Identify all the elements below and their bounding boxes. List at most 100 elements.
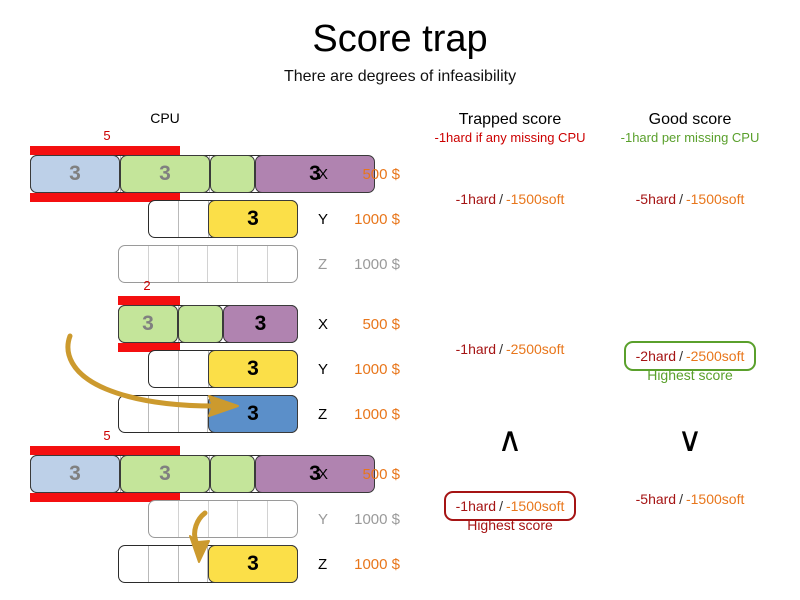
good-hard-score: -5hard xyxy=(635,191,677,207)
process-block: 3 xyxy=(255,155,375,193)
machine-cost: 1000 $ xyxy=(354,406,400,423)
page-subtitle: There are degrees of infeasibility xyxy=(283,68,517,85)
good-score-title: Good score xyxy=(648,111,732,128)
process-block: 3 xyxy=(30,155,120,193)
machine-cost: 1000 $ xyxy=(354,256,400,273)
process-block: 3 xyxy=(208,350,298,388)
score-separator: / xyxy=(499,191,503,207)
grid-cell xyxy=(238,501,269,537)
capacity-label: 5 xyxy=(103,428,111,443)
trapped-soft-score: -2500soft xyxy=(505,341,565,357)
trapped-score-cell: -1hard / -1500soft xyxy=(400,491,620,521)
trapped-soft-score: -1500soft xyxy=(505,191,565,207)
machine-cost: 1000 $ xyxy=(354,511,400,528)
good-score-cell: -2hard / -2500soft xyxy=(580,341,800,371)
score-separator: / xyxy=(679,191,683,207)
good-score-value: -5hard / -1500soft xyxy=(636,191,745,207)
machine-name: Y xyxy=(318,511,329,528)
machine-row: 3 xyxy=(0,545,800,583)
machine-name: Z xyxy=(318,556,328,573)
good-score-column-header: Good score -1hard per missing CPU xyxy=(600,110,780,146)
capacity-limit-bar xyxy=(30,146,180,155)
score-separator: / xyxy=(679,348,683,364)
machine-name: Z xyxy=(318,406,328,423)
machine-name: X xyxy=(318,316,329,333)
good-hard-score: -2hard xyxy=(635,348,677,364)
good-soft-score: -2500soft xyxy=(685,348,745,364)
machine-row xyxy=(0,500,800,538)
good-score-rule: -1hard per missing CPU xyxy=(620,130,760,145)
process-block xyxy=(210,155,255,193)
grid-cell xyxy=(238,246,269,282)
trapped-hard-score: -1hard xyxy=(455,341,497,357)
trapped-score-column-header: Trapped score -1hard if any missing CPU xyxy=(395,110,625,146)
grid-cell xyxy=(119,546,149,582)
capacity-limit-bar xyxy=(30,193,180,202)
grid-cell xyxy=(209,501,239,537)
grid-cell xyxy=(179,546,209,582)
grid-cell xyxy=(149,546,179,582)
process-block: 3 xyxy=(208,200,298,238)
capacity-limit-bar xyxy=(30,493,180,502)
good-highest-score-note: Highest score xyxy=(647,367,733,383)
good-score-cell: -5hard / -1500soft xyxy=(580,491,800,507)
trapped-hard-score: -1hard xyxy=(455,498,497,514)
score-separator: / xyxy=(679,491,683,507)
trapped-score-rule: -1hard if any missing CPU xyxy=(434,130,586,145)
grid-cell xyxy=(268,501,297,537)
trapped-score-cell: -1hard / -1500soft xyxy=(400,191,620,207)
machine-grid xyxy=(118,245,298,283)
trapped-soft-score: -1500soft xyxy=(505,498,565,514)
trapped-score-value: -1hard / -1500soft xyxy=(443,491,577,521)
grid-cell xyxy=(149,396,179,432)
machine-grid xyxy=(148,500,298,538)
good-score-value: -5hard / -1500soft xyxy=(636,491,745,507)
trapped-score-title: Trapped score xyxy=(458,111,562,128)
good-score-value: -2hard / -2500soft xyxy=(623,341,757,371)
machine-cost: 500 $ xyxy=(362,166,400,183)
comparison-glyph-good: ∨ xyxy=(677,422,703,459)
machine-row: 3 xyxy=(0,200,800,238)
machine-cost: 500 $ xyxy=(362,466,400,483)
good-hard-score: -5hard xyxy=(635,491,677,507)
trapped-hard-score: -1hard xyxy=(455,191,497,207)
process-block: 3 xyxy=(120,155,210,193)
process-block: 3 xyxy=(208,545,298,583)
machine-name: Z xyxy=(318,256,328,273)
machine-name: Y xyxy=(318,361,329,378)
process-block: 3 xyxy=(30,455,120,493)
grid-cell xyxy=(179,246,209,282)
grid-cell xyxy=(149,246,179,282)
grid-cell xyxy=(149,501,179,537)
machine-name: X xyxy=(318,166,329,183)
process-block: 3 xyxy=(120,455,210,493)
good-score-cell: -5hard / -1500soft xyxy=(580,191,800,207)
machine-cost: 1000 $ xyxy=(354,211,400,228)
grid-cell xyxy=(149,201,179,237)
process-block: 3 xyxy=(223,305,298,343)
process-block xyxy=(210,455,255,493)
process-block: 3 xyxy=(255,455,375,493)
trapped-score-cell: -1hard / -2500soft xyxy=(400,341,620,357)
trapped-highest-score-note: Highest score xyxy=(467,517,553,533)
score-separator: / xyxy=(499,498,503,514)
comparison-glyph-trapped: ∧ xyxy=(497,422,523,459)
good-soft-score: -1500soft xyxy=(685,491,745,507)
trapped-score-value: -1hard / -1500soft xyxy=(456,191,565,207)
capacity-label: 5 xyxy=(103,128,111,143)
capacity-limit-bar xyxy=(30,446,180,455)
machine-cost: 1000 $ xyxy=(354,556,400,573)
score-separator: / xyxy=(499,341,503,357)
machine-row xyxy=(0,245,800,283)
capacity-limit-bar xyxy=(118,296,180,305)
capacity-label: 2 xyxy=(143,278,151,293)
grid-cell xyxy=(119,396,149,432)
machine-cost: 1000 $ xyxy=(354,361,400,378)
page-title: Score trap xyxy=(312,18,488,60)
grid-cell xyxy=(179,501,209,537)
